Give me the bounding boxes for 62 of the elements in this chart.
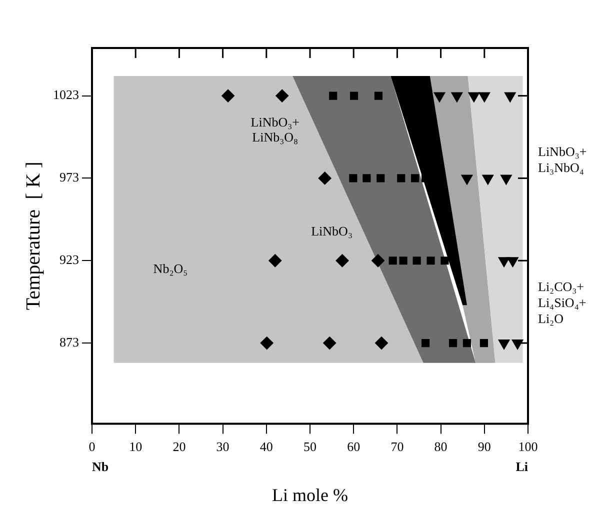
point	[372, 254, 385, 268]
x-tick-label: 50	[304, 439, 316, 454]
point	[375, 336, 388, 350]
point	[374, 92, 382, 100]
x-tick-label: 60	[347, 439, 360, 454]
x-tick-label: 90	[478, 439, 491, 454]
point	[376, 174, 385, 182]
point	[482, 174, 494, 185]
point	[478, 92, 490, 102]
point	[329, 92, 338, 100]
point	[350, 92, 358, 100]
point	[388, 256, 397, 265]
point	[222, 89, 235, 102]
point	[323, 336, 336, 350]
x-axis-title: Li mole %	[272, 484, 348, 505]
y-axis-title: Temperature [ K ]	[22, 162, 44, 310]
text: LiNbO₃+ Li₃NbO₄	[538, 144, 587, 176]
x-tick-label: 80	[434, 439, 448, 454]
point	[507, 257, 518, 268]
y-tick-label: 923	[60, 252, 79, 268]
point	[440, 256, 449, 265]
text: Li	[516, 459, 528, 474]
point	[462, 339, 471, 348]
y-tick-label: 873	[60, 334, 79, 350]
point	[512, 340, 524, 350]
point	[498, 340, 510, 350]
point	[434, 92, 446, 102]
point	[500, 174, 512, 185]
x-tick-label: 20	[172, 439, 186, 454]
y-tick-label: 973	[60, 170, 79, 185]
x-tick-label: 30	[216, 439, 230, 454]
point	[412, 256, 421, 265]
annotation: LiNbO₃+ LiNb₃O₈	[250, 114, 300, 145]
x-tick-label: 100	[518, 439, 538, 454]
point	[498, 257, 510, 268]
annotation: LiNbO₃	[311, 224, 352, 239]
x-tick-label: 40	[260, 439, 273, 454]
point	[448, 339, 458, 348]
point	[349, 174, 358, 182]
point	[276, 89, 289, 102]
point	[426, 256, 435, 265]
point	[504, 92, 516, 102]
y-tick-label: 1023	[53, 87, 79, 102]
point	[318, 172, 332, 185]
point	[461, 174, 473, 185]
annotation: Nb₂O₅	[153, 261, 188, 276]
point	[260, 336, 274, 350]
point	[480, 339, 488, 348]
point	[268, 254, 282, 268]
point	[399, 256, 408, 265]
x-tick-label: 70	[390, 439, 404, 454]
point	[362, 174, 371, 182]
point	[451, 92, 463, 102]
text: Li₂CO₃+ Li₄SiO₄+ Li₂O	[538, 278, 586, 326]
x-tick-label: 10	[129, 439, 142, 454]
x-tick-label: 0	[88, 439, 96, 454]
point	[468, 92, 480, 102]
point	[411, 174, 420, 182]
text: Nb	[92, 459, 109, 474]
point	[422, 339, 430, 348]
point	[336, 254, 349, 268]
point	[397, 174, 406, 182]
